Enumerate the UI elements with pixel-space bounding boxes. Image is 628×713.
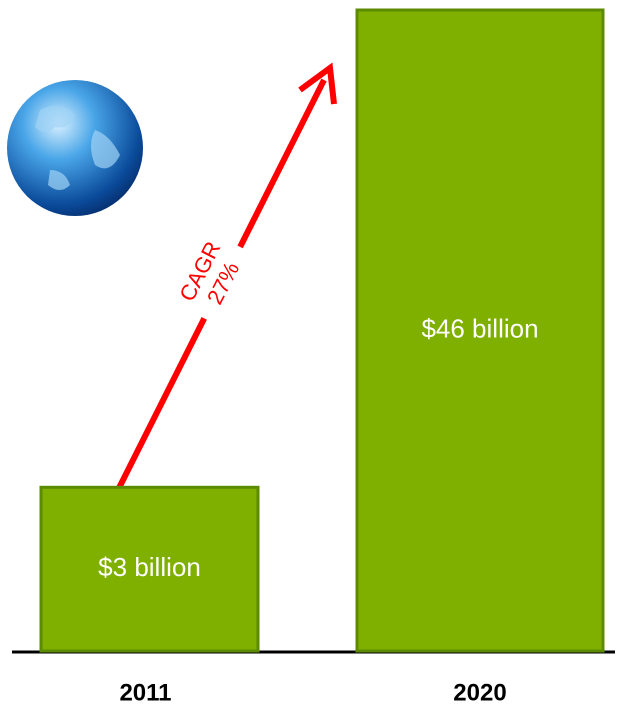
bar xyxy=(355,8,605,653)
bar xyxy=(39,485,260,653)
x-tick-label: 2011 xyxy=(119,679,171,706)
globe-icon xyxy=(7,80,143,216)
value-label: $3 billion xyxy=(98,552,201,582)
value-label: $46 billion xyxy=(421,313,538,343)
cagr-arrow xyxy=(115,62,337,492)
x-tick-label: 2020 xyxy=(453,679,506,706)
